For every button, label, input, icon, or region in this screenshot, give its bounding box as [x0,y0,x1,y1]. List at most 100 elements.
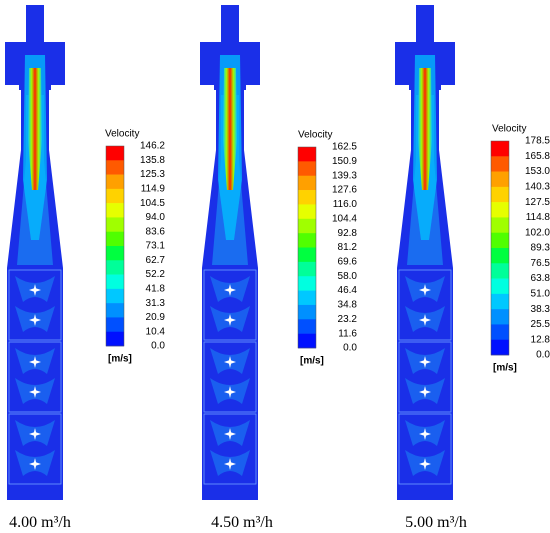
colorbar-label: 20.9 [146,312,166,323]
column-section [203,341,257,413]
legend-unit: [m/s] [108,354,132,365]
colorbar-segment [106,246,124,261]
column-section [398,269,452,341]
column-section [398,413,452,485]
colorbar-label: 76.5 [531,258,550,269]
colorbar-segment [491,324,509,341]
colorbar-segment [106,160,124,175]
legend-title: Velocity [105,129,139,140]
inlet-tube [416,5,434,45]
colorbar-frame [105,145,125,347]
stagnation-point [29,284,41,296]
jet-core [223,68,237,190]
colorbar-label: 89.3 [531,243,550,254]
jet-core [418,68,432,190]
colorbar-label: 81.2 [338,242,358,253]
colorbar-segment [491,309,509,325]
colorbar-label: 38.3 [531,304,550,315]
colorbar-label: 104.4 [332,213,357,224]
stagnation-point [419,314,431,326]
colorbar-label: 62.7 [146,255,166,266]
colorbar-segment [106,231,124,247]
colorbar-segment [298,175,316,191]
stagnation-point [419,284,431,296]
colorbar-segment [491,186,509,203]
colorbar-label: 69.6 [338,256,358,267]
caption: 4.50 m³/h [211,514,273,531]
colorbar-segment [298,276,316,291]
stagnation-point [224,314,236,326]
colorbar-segment [491,232,509,249]
column-section [8,341,62,413]
column-section [203,269,257,341]
inlet-tube [26,5,44,45]
stagnation-point [29,314,41,326]
colorbar-segment [298,261,316,277]
colorbar-label: 83.6 [146,226,166,237]
colorbar-segment [298,333,316,349]
colorbar-label: 165.8 [525,151,550,162]
colorbar-segment [106,317,124,333]
legend-title: Velocity [492,124,526,135]
inlet-tube [221,5,239,45]
simulation-panel [200,5,260,500]
colorbar-segment [298,247,316,263]
colorbar-label: 102.0 [525,227,550,238]
colorbar-label: 92.8 [338,228,358,239]
colorbar-label: 41.8 [146,283,166,294]
colorbar-label: 12.8 [531,334,550,345]
colorbar-segment [491,339,509,356]
colorbar-segment [298,161,316,177]
legend-unit: [m/s] [493,363,517,374]
legend-unit: [m/s] [300,356,324,367]
stagnation-point [224,284,236,296]
colorbar-label: 127.5 [525,197,550,208]
colorbar-segment [106,288,124,304]
colorbar-label: 34.8 [338,300,358,311]
column-section [203,413,257,485]
stagnation-point [29,458,41,470]
colorbar-frame [297,146,317,349]
colorbar-segment [106,331,124,347]
caption: 4.00 m³/h [9,514,71,531]
colorbar-label: 146.2 [140,141,165,152]
colorbar-segment [298,147,316,162]
colorbar-label: 153.0 [525,166,550,177]
colorbar-segment [106,217,124,233]
colorbar-label: 162.5 [332,142,357,153]
colorbar-label: 58.0 [338,271,358,282]
colorbar-label: 178.5 [525,136,550,147]
column-section [398,341,452,413]
colorbar-segment [491,202,509,218]
colorbar-segment [491,248,509,264]
colorbar-label: 0.0 [343,343,357,354]
stagnation-point [29,386,41,398]
stagnation-point [224,458,236,470]
colorbar-segment [106,203,124,218]
colorbar-label: 10.4 [146,326,166,337]
stagnation-point [224,428,236,440]
colorbar-label: 150.9 [332,156,357,167]
colorbar-segment [106,146,124,161]
colorbar-label: 46.4 [338,285,358,296]
colorbar-label: 73.1 [146,241,166,252]
colorbar-segment [106,174,124,190]
stagnation-point [419,428,431,440]
colorbar-segment [491,263,509,279]
colorbar-segment [491,278,509,295]
stagnation-point [224,356,236,368]
colorbar-label: 51.0 [531,288,550,299]
colorbar-label: 104.5 [140,198,165,209]
colorbar-label: 0.0 [536,350,550,361]
colorbar-segment [106,303,124,318]
colorbar-segment [298,290,316,306]
column-section [8,269,62,341]
colorbar-label: 0.0 [151,341,165,352]
colorbar-segment [298,204,316,220]
jet-core [28,68,42,190]
colorbar-label: 11.6 [338,328,357,339]
stagnation-point [419,458,431,470]
colorbar-segment [298,304,316,320]
colorbar-label: 140.3 [525,181,550,192]
